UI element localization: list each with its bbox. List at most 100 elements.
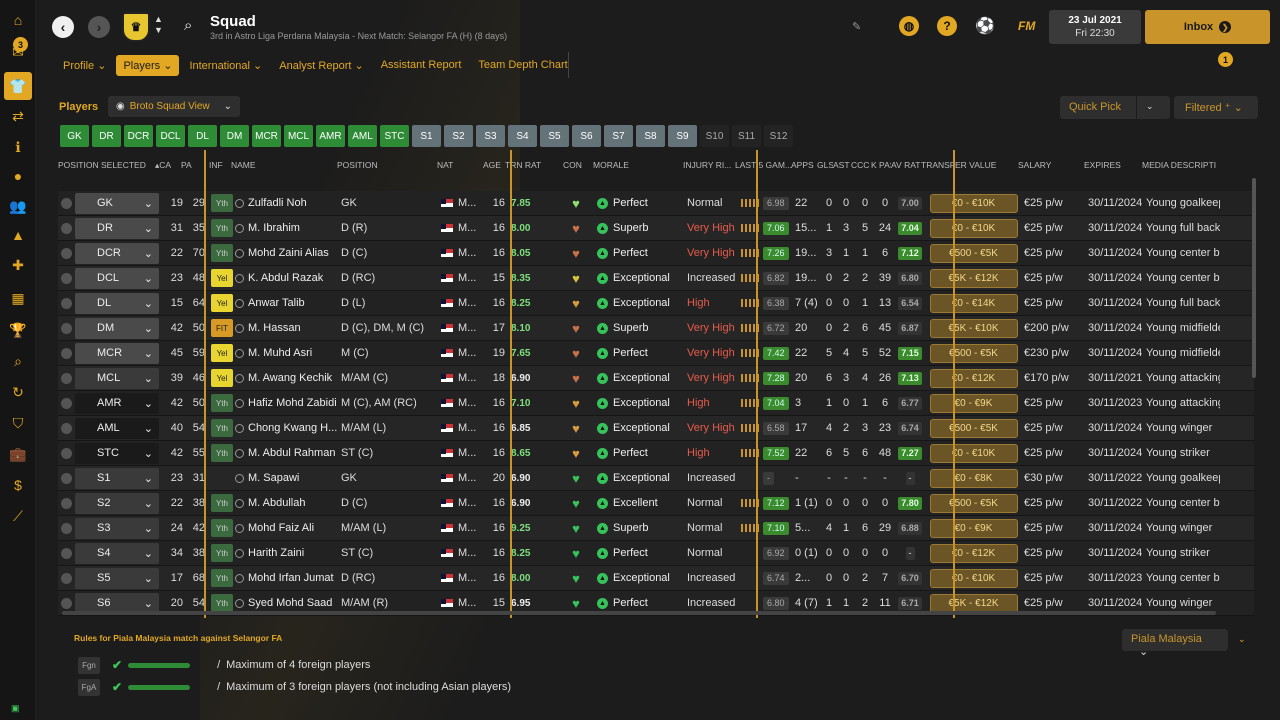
table-row[interactable]: GK ⌄ 19 29 Yth Zulfadli Noh GK M... 16 7.85 ♥ ▲ Perf… [58,191,1254,216]
forward-button[interactable]: › [88,16,110,38]
squad-nav-icon[interactable]: 👕 [4,72,32,100]
vertical-scrollbar[interactable] [1252,178,1256,378]
edit-pen-icon[interactable]: ✎ [852,21,862,33]
player-name-cell[interactable]: Anwar Talib [235,297,341,309]
row-select-checkbox[interactable] [58,297,75,309]
notification-badge[interactable]: 1 [1218,52,1233,67]
club-nav-icon[interactable]: ⛉ [12,414,24,431]
position-chip[interactable]: S1 [412,125,441,147]
position-selected-dropdown[interactable]: AMR ⌄ [75,392,159,414]
player-name-cell[interactable]: M. Awang Kechik [235,372,341,384]
table-row[interactable]: S3 ⌄ 24 42 Yth Mohd Faiz Ali M/AM (L) M... 16 9.2… [58,516,1254,541]
position-selected-dropdown[interactable]: AML ⌄ [75,417,159,439]
table-row[interactable]: S2 ⌄ 22 38 Yth M. Abdullah D (C) M... 16 6.90 ♥ ▲ Ex… [58,491,1254,516]
table-row[interactable]: S4 ⌄ 34 38 Yth Harith Zaini ST (C) M... 16 8.25 ♥ ▲… [58,541,1254,566]
col-ccc[interactable]: CCC [851,160,870,170]
tab-assistant-report[interactable]: Assistant Report [374,55,469,75]
position-chip[interactable]: AMR [316,125,345,147]
position-chip[interactable]: DCR [124,125,153,147]
scouting-nav-icon[interactable]: ⌕ [14,352,22,369]
position-selected-dropdown[interactable]: DL ⌄ [75,292,159,314]
position-selected-dropdown[interactable]: S5 ⌄ [75,567,159,589]
row-select-checkbox[interactable] [58,247,75,259]
table-row[interactable]: DM ⌄ 42 50 FIT M. Hassan D (C), DM, M (C) M... 1… [58,316,1254,341]
position-chip[interactable]: S3 [476,125,505,147]
col-inf[interactable]: INF [209,160,223,170]
transfer-nav-icon[interactable]: ⇄ [12,107,24,124]
row-select-checkbox[interactable] [58,272,75,284]
tab-team-depth-chart[interactable]: Team Depth Chart [471,55,574,75]
club-badge-icon[interactable]: ♛ [122,12,150,42]
row-select-checkbox[interactable] [58,322,75,334]
col-ca[interactable]: ▴CA [155,160,175,171]
home-icon[interactable]: ⌂ [13,12,23,28]
quick-pick-chevron-down-icon[interactable]: ⌄ [1146,101,1154,111]
globe-icon[interactable]: ◍ [899,16,919,36]
staff-nav-icon[interactable]: 👥 [9,197,27,214]
position-chip[interactable]: S8 [636,125,665,147]
calendar-nav-icon[interactable]: ▦ [11,289,25,306]
player-name[interactable]: M. Muhd Asri [248,347,313,359]
job-nav-icon[interactable]: 💼 [9,445,27,462]
row-select-checkbox[interactable] [58,197,75,209]
position-chip[interactable]: AML [348,125,377,147]
status-icon[interactable]: ▣ [11,703,20,713]
position-chip[interactable]: S11 [732,125,761,147]
position-selected-dropdown[interactable]: S3 ⌄ [75,517,159,539]
player-name[interactable]: Syed Mohd Saad [248,597,333,609]
player-name-cell[interactable]: Mohd Irfan Jumat [235,572,341,584]
col-age[interactable]: AGE [483,160,501,170]
position-selected-dropdown[interactable]: DM ⌄ [75,317,159,339]
tab-profile[interactable]: Profile ⌄ [63,59,107,72]
position-selected-dropdown[interactable]: S6 ⌄ [75,592,159,614]
col-media-description[interactable]: MEDIA DESCRIPTION [1142,160,1216,170]
position-selected-dropdown[interactable]: DCL ⌄ [75,267,159,289]
row-select-checkbox[interactable] [58,472,75,484]
player-name-cell[interactable]: M. Abdul Rahman [235,447,341,459]
row-select-checkbox[interactable] [58,522,75,534]
row-select-checkbox[interactable] [58,497,75,509]
fm-menu-button[interactable]: FM [1018,19,1036,33]
collapse-chevron-icon[interactable]: ⌄ [1238,634,1246,644]
search-icon[interactable]: ⌕ [184,17,193,34]
row-select-checkbox[interactable] [58,572,75,584]
tab-international[interactable]: International ⌄ [189,59,263,72]
player-name-cell[interactable]: Mohd Faiz Ali [235,522,341,534]
info-nav-icon[interactable]: ℹ [15,138,21,155]
player-name-cell[interactable]: Syed Mohd Saad [235,597,341,609]
position-chip[interactable]: S9 [668,125,697,147]
position-chip[interactable]: DCL [156,125,185,147]
col-trn-rat[interactable]: TRN RAT [505,160,542,170]
player-name-cell[interactable]: M. Hassan [235,322,341,334]
row-select-checkbox[interactable] [58,347,75,359]
position-selected-dropdown[interactable]: GK ⌄ [75,192,159,214]
position-selected-dropdown[interactable]: DR ⌄ [75,217,159,239]
position-selected-dropdown[interactable]: MCL ⌄ [75,367,159,389]
col-gls[interactable]: GLS [817,160,833,170]
finances-nav-icon[interactable]: $ [14,477,22,493]
position-chip[interactable]: S6 [572,125,601,147]
position-selected-dropdown[interactable]: DCR ⌄ [75,242,159,264]
position-selected-dropdown[interactable]: MCR ⌄ [75,342,159,364]
club-switch-arrows-icon[interactable]: ▲ ▼ [154,14,163,35]
table-row[interactable]: S5 ⌄ 17 68 Yth Mohd Irfan Jumat D (RC) M... 16 8.… [58,566,1254,591]
table-row[interactable]: AML ⌄ 40 54 Yth Chong Kwang H... M/AM (L) M... 1… [58,416,1254,441]
help-icon[interactable]: ? [937,16,957,36]
table-row[interactable]: AMR ⌄ 42 50 Yth Hafiz Mohd Zabidi M (C), AM (R… [58,391,1254,416]
player-name-cell[interactable]: Hafiz Mohd Zabidi [235,397,341,409]
tactics-nav-icon[interactable]: ● [13,168,23,184]
table-row[interactable]: MCR ⌄ 45 59 Yel M. Muhd Asri M (C) M... 19 7.65 ♥ ▲… [58,341,1254,366]
col-position-selected[interactable]: POSITION SELECTED [58,160,146,170]
player-name-cell[interactable]: M. Ibrahim [235,222,341,234]
player-name-cell[interactable]: M. Muhd Asri [235,347,341,359]
trophy-nav-icon[interactable]: 🏆 [9,321,27,338]
position-chip[interactable]: S10 [700,125,729,147]
player-name[interactable]: Harith Zaini [248,547,305,559]
player-name[interactable]: K. Abdul Razak [248,272,324,284]
position-selected-dropdown[interactable]: STC ⌄ [75,442,159,464]
player-name[interactable]: M. Awang Kechik [248,372,333,384]
col-apps[interactable]: APPS [791,160,814,170]
position-chip[interactable]: MCR [252,125,281,147]
player-name[interactable]: M. Abdul Rahman [248,447,336,459]
row-select-checkbox[interactable] [58,447,75,459]
